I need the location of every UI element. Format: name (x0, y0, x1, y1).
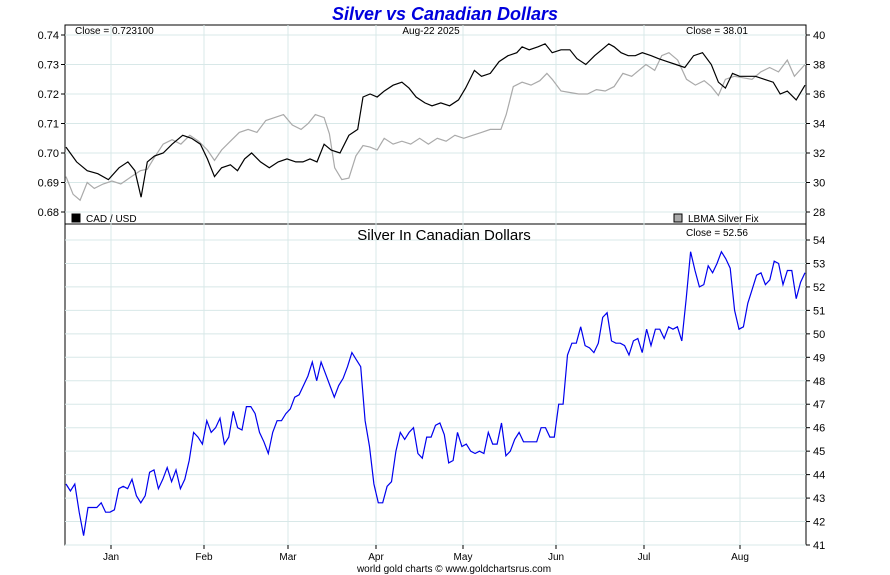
x-tick-label: Feb (195, 552, 213, 563)
y-bottom-tick-label: 48 (813, 376, 825, 388)
y-left-tick-label: 0.69 (38, 178, 59, 190)
y-bottom-tick-label: 51 (813, 305, 825, 317)
silver-cad-close-label: Close = 52.56 (686, 228, 748, 239)
y-bottom-tick-label: 47 (813, 399, 825, 411)
y-left-tick-label: 0.68 (38, 207, 59, 219)
chart-title: Silver vs Canadian Dollars (332, 4, 558, 24)
y-right-tick-label: 38 (813, 60, 825, 72)
y-bottom-tick-label: 53 (813, 258, 825, 270)
y-bottom-tick-label: 42 (813, 517, 825, 529)
y-bottom-tick-label: 50 (813, 329, 825, 341)
cad-close-label: Close = 0.723100 (75, 26, 154, 37)
x-tick-label: May (454, 552, 473, 563)
y-left-tick-label: 0.70 (38, 148, 59, 160)
x-tick-label: Jan (103, 552, 119, 563)
y-left-tick-label: 0.74 (38, 30, 59, 42)
y-bottom-tick-label: 52 (813, 282, 825, 294)
y-right-tick-label: 30 (813, 178, 825, 190)
bottom-panel-title: Silver In Canadian Dollars (357, 227, 530, 244)
y-right-tick-label: 28 (813, 207, 825, 219)
series-lines (65, 43, 806, 536)
y-right-tick-label: 36 (813, 89, 825, 101)
x-tick-label: Apr (368, 552, 384, 563)
y-bottom-tick-label: 44 (813, 470, 825, 482)
y-bottom-tick-label: 45 (813, 446, 825, 458)
x-tick-label: Mar (279, 552, 297, 563)
x-tick-label: Jun (548, 552, 564, 563)
y-left-tick-label: 0.73 (38, 60, 59, 72)
cad-legend-label: CAD / USD (86, 214, 137, 225)
y-bottom-tick-label: 46 (813, 423, 825, 435)
axis-ticks: Jan Feb Mar Apr May Jun Jul Aug 0.68 0.69 0.70 0.71… (38, 30, 826, 563)
date-label: Aug-22 2025 (402, 26, 460, 37)
x-tick-label: Jul (638, 552, 651, 563)
silver-cad-line (65, 250, 806, 536)
silver-close-label: Close = 38.01 (686, 26, 748, 37)
grid-lines (65, 25, 806, 546)
cad-usd-line (65, 43, 806, 198)
y-bottom-tick-label: 43 (813, 493, 825, 505)
y-bottom-tick-label: 49 (813, 352, 825, 364)
y-left-tick-label: 0.71 (38, 119, 59, 131)
footer-credit: world gold charts © www.goldchartsrus.co… (356, 564, 551, 575)
y-bottom-tick-label: 54 (813, 235, 825, 247)
y-bottom-tick-label: 41 (813, 540, 825, 552)
silver-legend-swatch (673, 213, 683, 223)
y-right-tick-label: 32 (813, 148, 825, 160)
silver-legend-label: LBMA Silver Fix (688, 214, 759, 225)
y-left-tick-label: 0.72 (38, 89, 59, 101)
silver-fix-line (65, 52, 806, 202)
y-right-tick-label: 40 (813, 30, 825, 42)
x-tick-label: Aug (731, 552, 749, 563)
y-right-tick-label: 34 (813, 119, 825, 131)
cad-legend-swatch (71, 213, 81, 223)
